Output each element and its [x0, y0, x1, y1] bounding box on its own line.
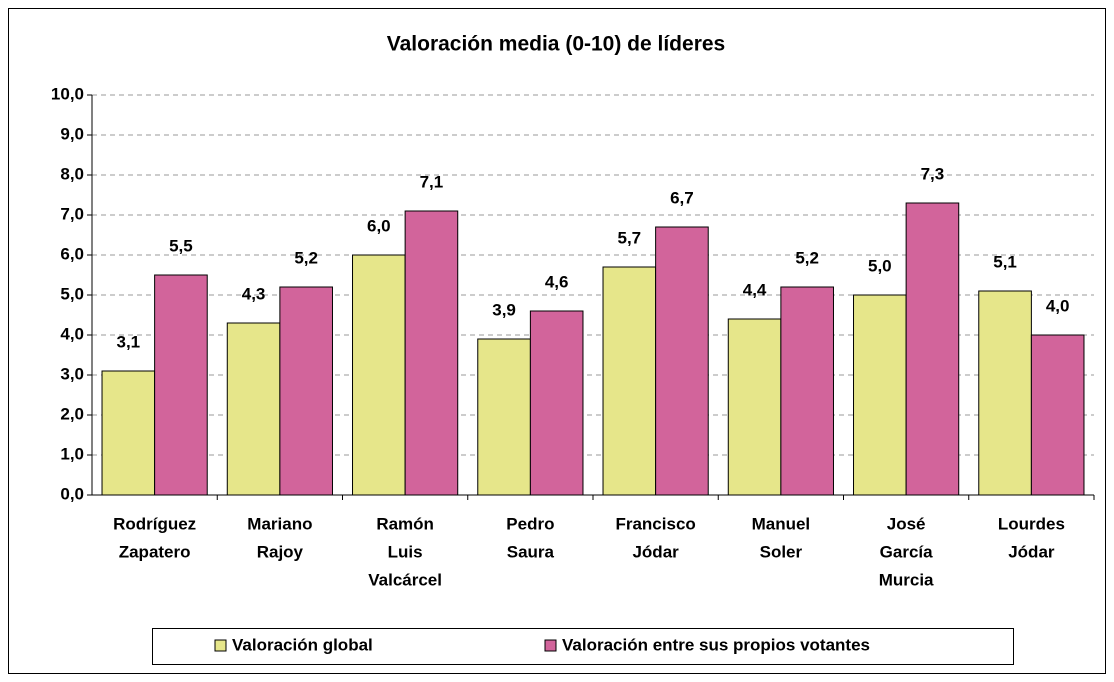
- y-tick-label: 7,0: [60, 204, 84, 223]
- value-label: 4,6: [545, 272, 569, 291]
- bar: [655, 226, 709, 496]
- bar: [1030, 334, 1085, 496]
- bar: [978, 290, 1032, 496]
- x-tick-label: Valcárcel: [368, 570, 442, 589]
- value-label: 5,7: [618, 228, 642, 247]
- value-label: 3,1: [117, 332, 141, 351]
- bar: [226, 322, 281, 496]
- bar: [602, 266, 657, 496]
- value-label: 3,9: [492, 300, 516, 319]
- x-tick-label: Soler: [760, 542, 803, 561]
- bar: [780, 286, 834, 496]
- bar: [727, 318, 782, 496]
- value-label: 7,3: [921, 164, 945, 183]
- x-tick-label: Mariano: [247, 514, 312, 533]
- legend-box: [152, 628, 1014, 665]
- x-tick-label: Luis: [388, 542, 423, 561]
- legend-label: Valoración global: [232, 635, 373, 654]
- x-tick-label: Jódar: [1008, 542, 1055, 561]
- x-tick-label: José: [887, 514, 926, 533]
- value-label: 5,0: [868, 256, 892, 275]
- y-tick-label: 8,0: [60, 164, 84, 183]
- value-label: 6,0: [367, 216, 391, 235]
- x-tick-label: Rodríguez: [113, 514, 196, 533]
- bar: [529, 310, 584, 496]
- value-label: 4,0: [1046, 296, 1070, 315]
- bar: [477, 338, 531, 496]
- legend-swatch: [214, 639, 227, 652]
- x-tick-label: Murcia: [879, 570, 934, 589]
- x-tick-label: Rajoy: [257, 542, 304, 561]
- y-tick-label: 9,0: [60, 124, 84, 143]
- bar: [101, 370, 156, 496]
- x-tick-label: Francisco: [615, 514, 695, 533]
- x-tick-label: García: [880, 542, 933, 561]
- legend-label: Valoración entre sus propios votantes: [562, 635, 870, 654]
- value-label: 7,1: [420, 172, 444, 191]
- y-tick-label: 1,0: [60, 444, 84, 463]
- value-label: 5,1: [993, 252, 1017, 271]
- y-tick-label: 5,0: [60, 284, 84, 303]
- x-tick-label: Pedro: [506, 514, 554, 533]
- x-tick-label: Lourdes: [998, 514, 1065, 533]
- bar: [279, 286, 333, 496]
- y-tick-label: 3,0: [60, 364, 84, 383]
- bar: [905, 202, 960, 496]
- bar: [404, 210, 459, 496]
- x-tick-label: Manuel: [752, 514, 811, 533]
- chart-title: Valoración media (0-10) de líderes: [387, 33, 725, 56]
- value-label: 4,4: [743, 280, 767, 299]
- value-label: 5,2: [294, 248, 318, 267]
- value-label: 6,7: [670, 188, 694, 207]
- value-label: 5,2: [795, 248, 819, 267]
- y-tick-label: 10,0: [51, 84, 84, 103]
- bar: [154, 274, 208, 496]
- value-label: 4,3: [242, 284, 266, 303]
- x-tick-label: Jódar: [632, 542, 679, 561]
- legend-swatch: [544, 639, 557, 652]
- bar: [853, 294, 907, 496]
- bar: [352, 254, 406, 496]
- x-tick-label: Zapatero: [119, 542, 191, 561]
- y-tick-label: 0,0: [60, 484, 84, 503]
- y-tick-label: 2,0: [60, 404, 84, 423]
- y-tick-label: 6,0: [60, 244, 84, 263]
- x-tick-label: Ramón: [376, 514, 434, 533]
- y-tick-label: 4,0: [60, 324, 84, 343]
- x-tick-label: Saura: [507, 542, 555, 561]
- value-label: 5,5: [169, 236, 193, 255]
